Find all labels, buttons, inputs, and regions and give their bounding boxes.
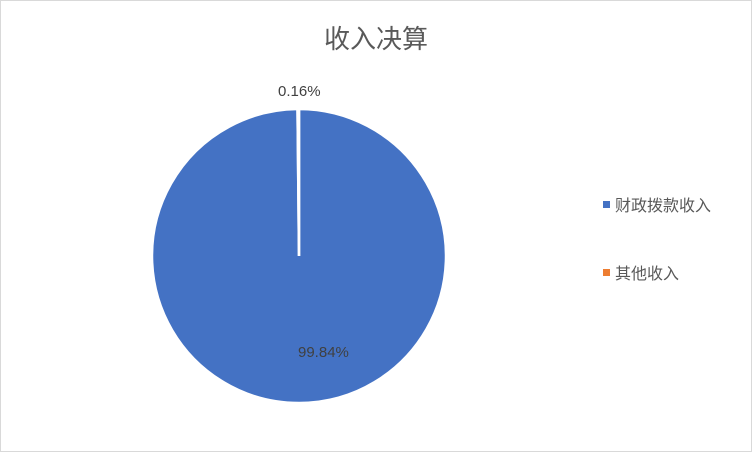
legend-swatch	[603, 200, 610, 208]
chart-title: 收入决算	[323, 25, 428, 55]
legend-item-other: 其他收入	[603, 260, 679, 284]
data-label-fiscal: 99.84%	[298, 344, 349, 361]
legend-swatch	[603, 268, 610, 276]
legend-item-fiscal: 财政拨款收入	[603, 192, 711, 216]
pie-slice-1	[296, 107, 301, 257]
legend-label: 其他收入	[615, 264, 680, 283]
data-label-other: 0.16%	[278, 83, 321, 100]
legend-label: 财政拨款收入	[615, 196, 712, 215]
